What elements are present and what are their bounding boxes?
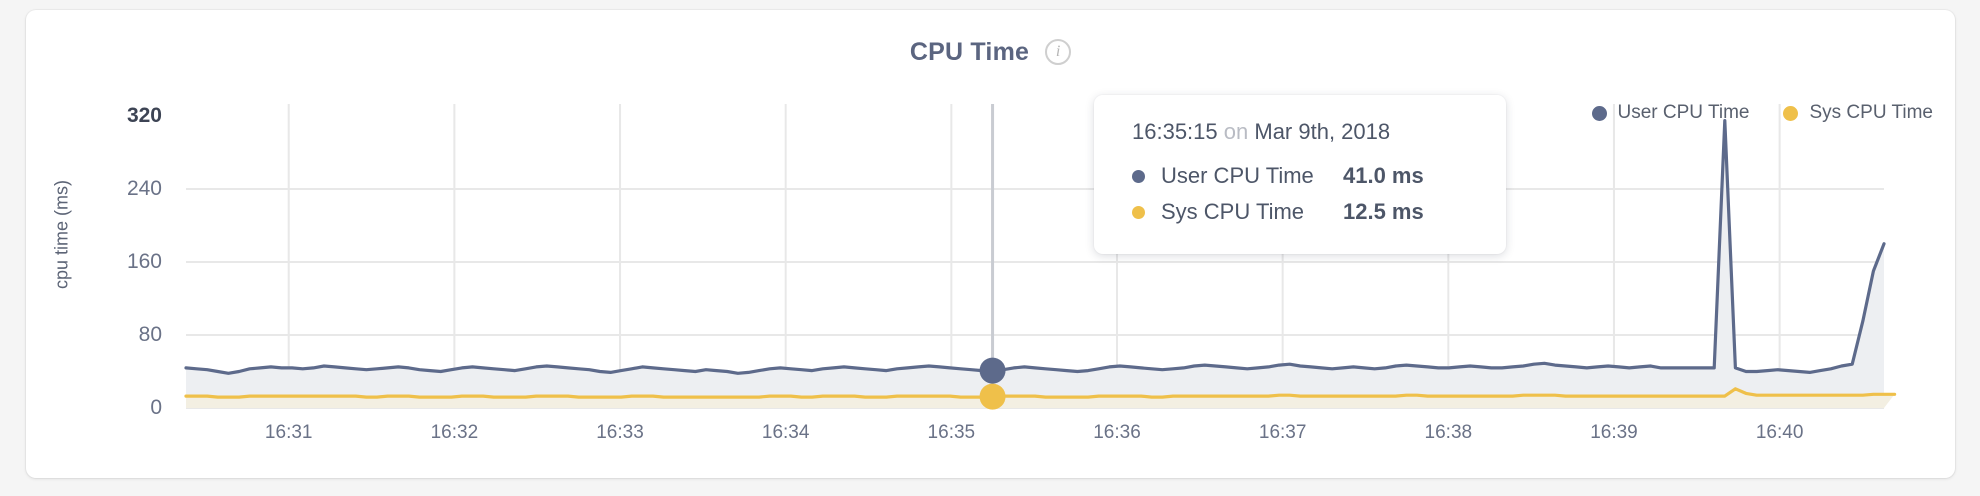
info-icon[interactable]: i [1045, 39, 1072, 65]
chart-header: CPU Time i [26, 32, 1955, 72]
tooltip-row-user-cpu-time: User CPU Time 41.0 ms [1094, 158, 1506, 194]
x-axis-tick-16-39: 16:39 [1590, 422, 1638, 443]
tooltip-date: Mar 9th, 2018 [1254, 119, 1391, 144]
x-axis-tick-16-31: 16:31 [264, 422, 313, 443]
legend-dot-user-cpu-icon [1591, 105, 1607, 121]
y-axis-tick-160: 160 [126, 250, 162, 273]
tooltip-on-word: on [1223, 119, 1249, 144]
tooltip-value-user-cpu-time: 41.0 ms [1343, 163, 1424, 188]
hover-tooltip: 16:35:15 on Mar 9th, 2018 User CPU Time … [1094, 95, 1506, 254]
tooltip-dot-user-cpu-icon [1132, 169, 1145, 183]
chart-plot-area[interactable]: cpu time (ms) 320 240 160 80 0 16:31 16:32 16:… [26, 10, 1955, 478]
page-title: CPU Time [909, 37, 1030, 66]
x-axis-tick-16-32: 16:32 [430, 422, 479, 443]
legend-item-sys-cpu-time[interactable]: Sys CPU Time [1783, 102, 1933, 124]
x-axis-tick-16-35: 16:35 [927, 422, 976, 443]
tooltip-time: 16:35:15 [1132, 119, 1218, 144]
tooltip-row-sys-cpu-time: Sys CPU Time 12.5 ms [1094, 194, 1506, 230]
legend-item-user-cpu-time[interactable]: User CPU Time [1591, 102, 1750, 124]
x-axis-tick-16-40: 16:40 [1755, 422, 1804, 443]
tooltip-dot-sys-cpu-icon [1132, 205, 1145, 219]
y-axis-tick-80: 80 [138, 323, 162, 346]
legend-label-user-cpu-time: User CPU Time [1617, 102, 1750, 123]
tooltip-label-user-cpu-time: User CPU Time [1161, 163, 1314, 188]
x-axis-tick-16-37: 16:37 [1258, 422, 1307, 443]
tooltip-timestamp: 16:35:15 on Mar 9th, 2018 [1094, 117, 1506, 158]
chart-legend: User CPU Time Sys CPU Time [1591, 102, 1933, 124]
x-axis-tick-16-36: 16:36 [1093, 422, 1141, 443]
y-axis-ticks: 320 240 160 80 0 [72, 10, 162, 478]
legend-label-sys-cpu-time: Sys CPU Time [1809, 102, 1933, 123]
y-axis-tick-0: 0 [150, 396, 162, 419]
legend-dot-sys-cpu-icon [1783, 105, 1799, 121]
x-axis-tick-16-33: 16:33 [596, 422, 644, 443]
tooltip-value-sys-cpu-time: 12.5 ms [1343, 199, 1424, 224]
chart-svg [184, 104, 1897, 410]
y-axis-tick-320: 320 [126, 104, 162, 127]
cpu-time-chart-card: CPU Time i User CPU Time Sys CPU Time cp… [26, 10, 1955, 478]
x-axis-tick-16-34: 16:34 [761, 422, 810, 443]
y-axis-tick-240: 240 [126, 177, 162, 200]
tooltip-label-sys-cpu-time: Sys CPU Time [1161, 199, 1305, 224]
x-axis-tick-16-38: 16:38 [1424, 422, 1473, 443]
